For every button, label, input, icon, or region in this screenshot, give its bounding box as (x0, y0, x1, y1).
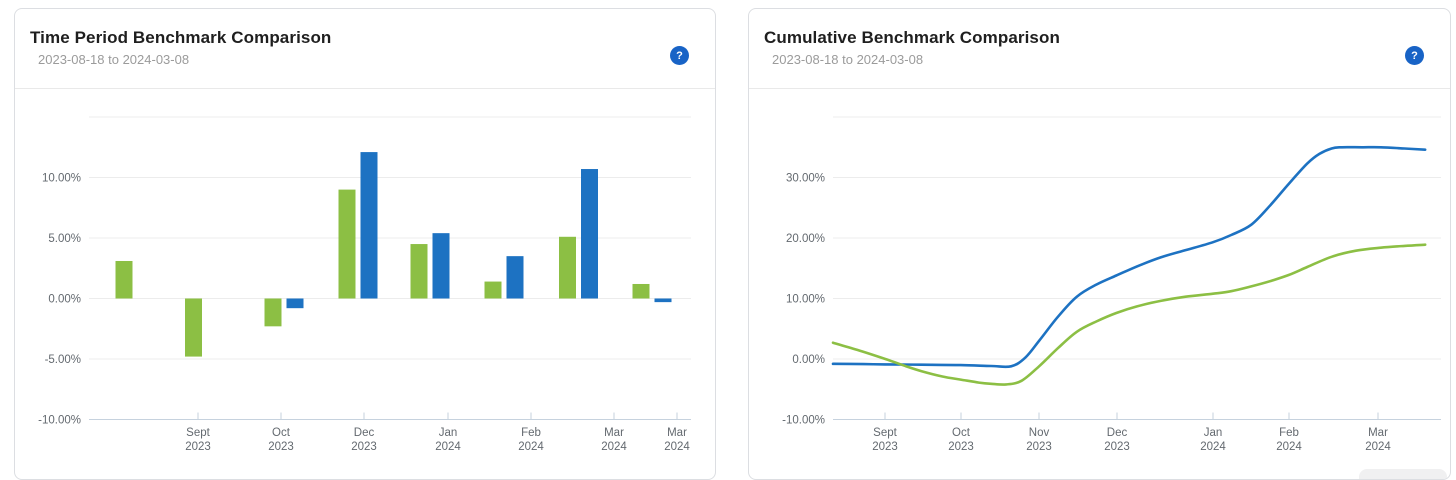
bar-blue-4 (432, 233, 450, 299)
bar-green-5 (484, 281, 502, 299)
x-axis-tick-label: Nov 2023 (1026, 427, 1052, 453)
y-axis-tick-label: 20.00% (786, 233, 825, 245)
x-axis-tick-label: Oct 2023 (948, 427, 974, 453)
y-axis-tick-label: -5.00% (45, 354, 81, 366)
time-period-benchmark-card: Time Period Benchmark Comparison 2023-08… (14, 8, 716, 480)
y-axis-tick-label: -10.00% (38, 415, 81, 427)
x-axis-tick-label: Mar 2024 (664, 427, 690, 453)
help-button[interactable]: ? (1405, 46, 1424, 65)
cumulative-benchmark-card: Cumulative Benchmark Comparison 2023-08-… (748, 8, 1451, 480)
x-axis-tick-label: Feb 2024 (518, 427, 544, 453)
x-axis-tick-label: Sept 2023 (872, 427, 898, 453)
series-line-green (831, 243, 1427, 386)
y-axis-tick-label: -10.00% (782, 415, 825, 427)
bar-blue-2 (286, 298, 304, 309)
x-axis-tick-label: Feb 2024 (1276, 427, 1302, 453)
y-axis-tick-label: 30.00% (786, 173, 825, 185)
x-axis-tick-label: Dec 2023 (1104, 427, 1130, 453)
y-axis-tick-label: 5.00% (48, 233, 81, 245)
card-header: Cumulative Benchmark Comparison 2023-08-… (749, 9, 1450, 89)
page-title: Cumulative Benchmark Comparison (764, 28, 1060, 47)
y-axis-tick-label: 10.00% (786, 294, 825, 306)
bar-blue-7 (654, 298, 672, 303)
y-axis-tick-label: 0.00% (48, 294, 81, 306)
x-axis-tick-label: Jan 2024 (1200, 427, 1226, 453)
time-period-bar-chart: 10.00% 5.00% 0.00% -5.00% -10.00% Sept 2023 Oct… (38, 116, 691, 453)
x-axis-tick-label: Dec 2023 (351, 427, 377, 453)
y-axis-tick-label: 10.00% (42, 173, 81, 185)
bar-green-2 (264, 298, 282, 327)
bar-blue-6 (581, 169, 598, 299)
bar-blue-3 (360, 152, 378, 299)
bar-green-1 (185, 298, 202, 357)
bar-green-0 (115, 260, 133, 299)
bar-green-3 (338, 189, 356, 299)
x-axis-tick-label: Sept 2023 (185, 427, 211, 453)
bar-green-6 (559, 236, 576, 299)
series-line-blue (831, 145, 1427, 369)
bar-green-4 (410, 244, 428, 299)
y-axis-tick-label: 0.00% (792, 354, 825, 366)
bar-green-7 (632, 283, 650, 299)
corner-overlay (1359, 469, 1447, 479)
x-axis-tick-label: Mar 2024 (1365, 427, 1391, 453)
page-title: Time Period Benchmark Comparison (30, 28, 332, 47)
x-axis-tick-label: Oct 2023 (268, 427, 294, 453)
date-range-subtitle: 2023-08-18 to 2024-03-08 (772, 52, 924, 67)
cumulative-line-chart: 30.00% 20.00% 10.00% 0.00% -10.00% Sept 2023 Oc… (782, 116, 1441, 453)
date-range-subtitle: 2023-08-18 to 2024-03-08 (38, 52, 190, 67)
x-axis-tick-label: Mar 2024 (601, 427, 627, 453)
question-mark-icon: ? (676, 49, 683, 62)
question-mark-icon: ? (1411, 49, 1418, 62)
card-header: Time Period Benchmark Comparison 2023-08… (15, 9, 715, 89)
x-axis-tick-label: Jan 2024 (435, 427, 461, 453)
help-button[interactable]: ? (670, 46, 689, 65)
bar-blue-5 (506, 256, 524, 299)
